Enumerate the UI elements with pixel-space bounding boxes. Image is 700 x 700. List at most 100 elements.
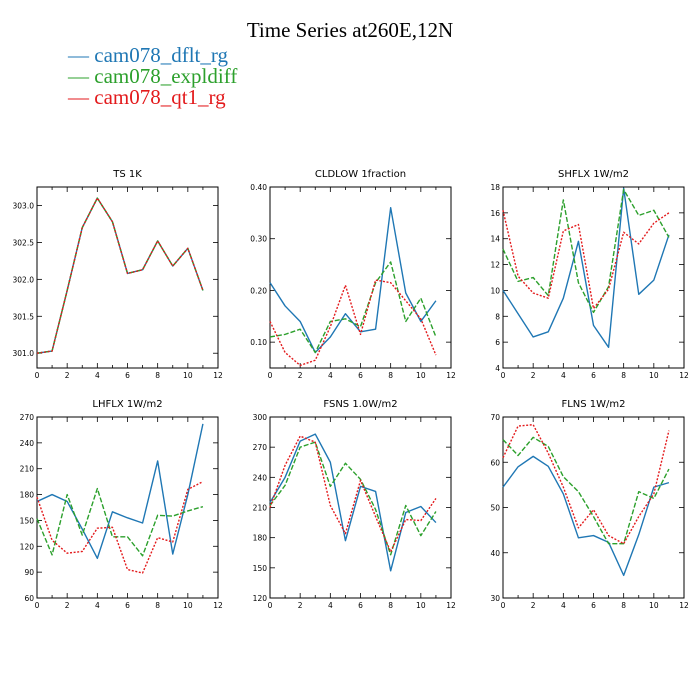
x-tick-label: 6 [125, 371, 130, 380]
panel-title: LHFLX 1W/m2 [92, 399, 162, 410]
y-tick-label: 0.30 [250, 235, 267, 244]
y-tick-label: 240 [20, 439, 35, 448]
series-line-1 [502, 188, 670, 314]
y-tick-label: 70 [490, 413, 500, 422]
plot-frame [269, 186, 452, 369]
y-tick-label: 303.0 [13, 201, 35, 210]
x-tick-label: 12 [446, 601, 456, 610]
y-tick-label: 270 [20, 413, 35, 422]
panel-title: CLDLOW 1fraction [315, 169, 406, 180]
panel-title: FSNS 1.0W/m2 [323, 399, 397, 410]
panel-5: FLNS 1W/m2 0 2 4 6 8 10 12 30 40 50 60 70 [490, 399, 689, 610]
x-tick-label: 10 [416, 371, 426, 380]
legend-swatch-dflt: — [68, 43, 89, 67]
panel-title: FLNS 1W/m2 [561, 399, 625, 410]
legend-swatch-expldiff: — [68, 64, 89, 88]
x-tick-label: 2 [298, 601, 303, 610]
figure-title: Time Series at260E,12N [246, 18, 454, 42]
x-tick-label: 4 [95, 601, 100, 610]
y-tick-label: 6 [495, 338, 500, 347]
x-tick-label: 12 [679, 601, 689, 610]
x-tick-label: 0 [35, 601, 40, 610]
y-tick-label: 270 [253, 443, 268, 452]
x-tick-label: 6 [591, 601, 596, 610]
x-tick-label: 6 [358, 601, 363, 610]
series-line-2 [502, 423, 670, 545]
x-tick-label: 0 [501, 601, 506, 610]
x-tick-label: 8 [621, 601, 626, 610]
series-line-1 [36, 487, 204, 557]
series-line-0 [502, 187, 670, 349]
panel-0: TS 1K 0 2 4 6 8 10 12 301.0 301.5 302.0 302.5 303.0 [13, 169, 223, 380]
x-tick-label: 0 [35, 371, 40, 380]
series-line-1 [502, 436, 670, 545]
x-tick-label: 4 [561, 601, 566, 610]
y-tick-label: 210 [253, 504, 268, 513]
x-tick-label: 4 [328, 371, 333, 380]
x-tick-label: 8 [388, 601, 393, 610]
panel-title: TS 1K [112, 169, 142, 180]
y-tick-label: 120 [253, 594, 268, 603]
panel-title: SHFLX 1W/m2 [558, 169, 629, 180]
y-tick-label: 50 [490, 504, 500, 513]
x-tick-label: 2 [65, 371, 70, 380]
y-tick-label: 150 [20, 516, 35, 525]
x-tick-label: 12 [213, 601, 223, 610]
y-tick-label: 300 [253, 413, 268, 422]
x-tick-label: 8 [155, 371, 160, 380]
x-tick-label: 12 [213, 371, 223, 380]
legend-item-expldiff: — cam078_expldiff [68, 65, 237, 87]
y-tick-label: 0.20 [250, 286, 267, 295]
legend-label-qt1: cam078_qt1_rg [94, 85, 226, 109]
y-tick-label: 150 [253, 564, 268, 573]
y-tick-label: 301.0 [13, 349, 35, 358]
series-line-0 [502, 455, 670, 577]
y-tick-label: 30 [490, 594, 500, 603]
y-tick-label: 90 [24, 568, 34, 577]
legend-swatch-qt1: — [68, 85, 89, 109]
panel-2: SHFLX 1W/m2 0 2 4 6 8 10 12 4 6 8 10 12 14 16 18 [490, 169, 689, 380]
x-tick-label: 10 [649, 601, 659, 610]
y-tick-label: 40 [490, 549, 500, 558]
plot-frame [502, 186, 685, 369]
y-tick-label: 16 [490, 209, 500, 218]
y-tick-label: 18 [490, 183, 500, 192]
x-tick-label: 6 [358, 371, 363, 380]
x-tick-label: 6 [591, 371, 596, 380]
series-line-1 [36, 197, 204, 354]
y-tick-label: 12 [490, 261, 500, 270]
y-tick-label: 60 [490, 458, 500, 467]
series-line-1 [269, 441, 437, 556]
legend-label-dflt: cam078_dflt_rg [94, 43, 229, 67]
series-line-2 [36, 197, 204, 354]
y-tick-label: 210 [20, 465, 35, 474]
x-tick-label: 4 [95, 371, 100, 380]
x-tick-label: 10 [183, 601, 193, 610]
series-line-1 [269, 261, 437, 354]
series-line-2 [269, 435, 437, 553]
x-tick-label: 8 [155, 601, 160, 610]
plot-frame [502, 416, 685, 599]
x-tick-label: 10 [649, 371, 659, 380]
plot-frame [269, 416, 452, 599]
legend-item-dflt: — cam078_dflt_rg [68, 44, 228, 66]
x-tick-label: 12 [679, 371, 689, 380]
legend-item-qt1: — cam078_qt1_rg [68, 86, 226, 108]
y-tick-label: 60 [24, 594, 34, 603]
x-tick-label: 6 [125, 601, 130, 610]
x-tick-label: 2 [531, 371, 536, 380]
panel-3: LHFLX 1W/m2 0 2 4 6 8 10 12 60 90 120 150 180 210 240 2… [20, 399, 223, 610]
y-tick-label: 0.40 [250, 183, 267, 192]
series-line-2 [269, 279, 437, 367]
x-tick-label: 2 [65, 601, 70, 610]
series-line-2 [502, 210, 670, 310]
x-tick-label: 10 [183, 371, 193, 380]
y-tick-label: 10 [490, 286, 500, 295]
y-tick-label: 302.0 [13, 275, 35, 284]
y-tick-label: 302.5 [13, 238, 35, 247]
y-tick-label: 8 [495, 312, 500, 321]
x-tick-label: 4 [561, 371, 566, 380]
series-line-0 [269, 433, 437, 572]
series-line-0 [269, 206, 437, 354]
y-tick-label: 301.5 [13, 312, 35, 321]
